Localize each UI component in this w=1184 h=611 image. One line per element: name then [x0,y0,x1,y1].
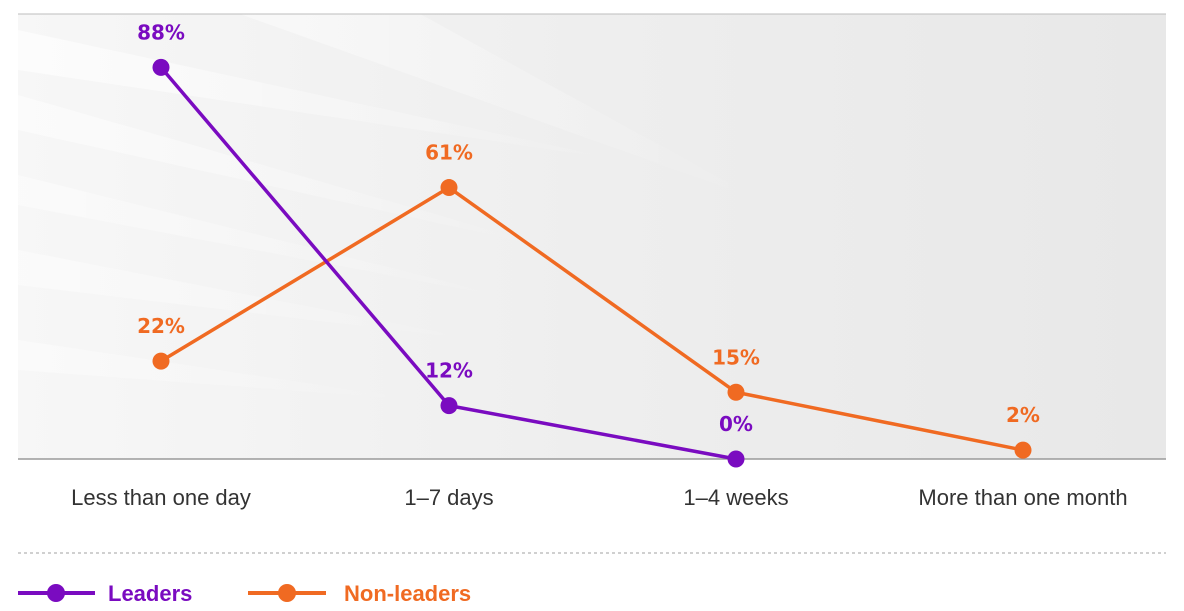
data-label-leaders-2: 0% [719,412,753,436]
legend-item-leaders: Leaders [18,581,192,606]
legend-label-non-leaders: Non-leaders [344,581,471,606]
data-label-non-leaders-0: 22% [137,314,185,338]
data-label-non-leaders-2: 15% [712,345,760,369]
data-label-leaders-0: 88% [137,20,185,44]
plot-background [18,14,1166,459]
legend-marker-non-leaders [278,584,296,602]
data-label-layer: 88% 12% 0% 22% 61% 15% 2% [137,20,1040,436]
legend: Leaders Non-leaders [18,581,471,606]
series-layer [152,58,1032,468]
x-tick-label-less-than-one-day: Less than one day [71,485,251,510]
x-tick-label-1-4-weeks: 1–4 weeks [683,485,788,510]
data-point-leaders-1 [440,397,458,415]
data-label-leaders-1: 12% [425,359,473,383]
legend-item-non-leaders: Non-leaders [248,581,471,606]
data-point-leaders-2 [727,450,745,468]
data-point-non-leaders-0 [152,352,170,370]
data-point-non-leaders-3 [1014,441,1032,459]
data-label-non-leaders-3: 2% [1006,403,1040,427]
data-point-leaders-0 [152,58,170,76]
legend-marker-leaders [47,584,65,602]
legend-label-leaders: Leaders [108,581,192,606]
x-tick-labels: Less than one day 1–7 days 1–4 weeks More t… [71,485,1127,510]
data-point-non-leaders-2 [727,383,745,401]
x-tick-label-more-than-one-month: More than one month [918,485,1127,510]
series-line-non-leaders [160,185,1024,452]
x-tick-label-1-7-days: 1–7 days [404,485,493,510]
data-point-non-leaders-1 [440,179,458,197]
data-label-non-leaders-1: 61% [425,141,473,165]
